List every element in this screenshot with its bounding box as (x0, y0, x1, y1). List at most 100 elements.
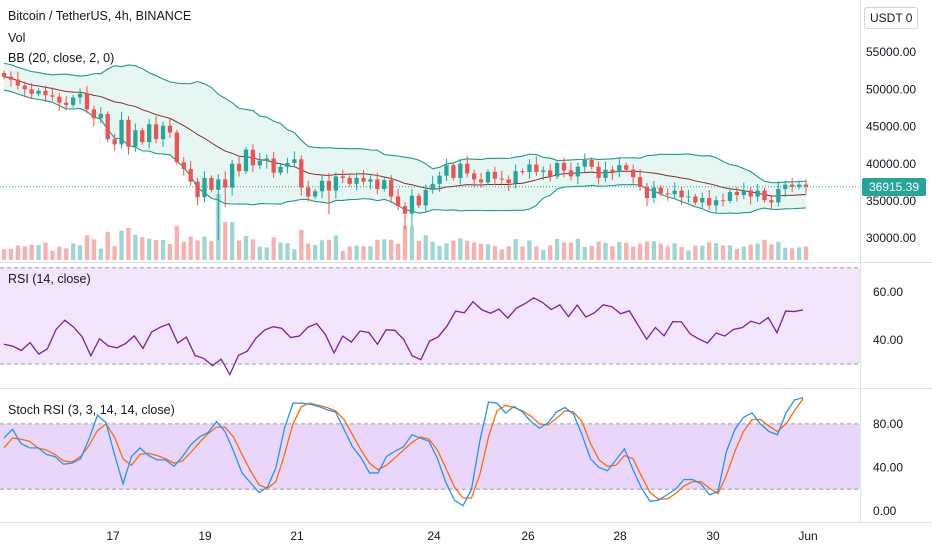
candle-body (22, 85, 27, 90)
candle-body (485, 171, 491, 183)
candle-body (319, 180, 325, 192)
candle-body (29, 89, 34, 94)
volume-bar (98, 248, 103, 260)
volume-bar (720, 245, 726, 260)
volume-bar (250, 239, 256, 260)
candle-body (236, 163, 242, 172)
stoch-rsi-pane[interactable] (0, 397, 860, 507)
volume-bar (299, 229, 304, 260)
volume-legend[interactable]: Vol (8, 31, 26, 45)
candle-body (769, 200, 774, 203)
candle-body (153, 124, 159, 140)
candle-body (679, 190, 684, 198)
candle-body (693, 196, 698, 203)
candle-body (734, 192, 740, 196)
volume-bar (8, 248, 14, 260)
volume-bar (548, 245, 553, 260)
candle-body (202, 177, 207, 198)
candle-body (140, 130, 145, 143)
volume-bar (582, 247, 587, 260)
candle-body (624, 165, 629, 170)
volume-bar (790, 248, 795, 260)
stoch-rsi-legend[interactable]: Stoch RSI (3, 3, 14, 14, close) (8, 403, 175, 417)
volume-bar (174, 225, 179, 260)
volume-bar (796, 247, 802, 260)
volume-bar (243, 235, 249, 260)
candle-body (375, 179, 380, 190)
stoch-tick-label: 40.00 (873, 460, 903, 474)
candle-body (548, 170, 553, 177)
stoch-tick-label: 0.00 (873, 504, 897, 518)
price-tick-label: 30000.00 (866, 231, 916, 245)
candle-body (409, 195, 415, 214)
stoch-band-fill (0, 423, 860, 490)
candle-body (285, 163, 290, 167)
candle-body (36, 90, 41, 94)
candlesticks (0, 70, 860, 240)
candle-body (312, 191, 318, 197)
candle-body (762, 190, 767, 201)
candle-body (582, 160, 587, 167)
volume-bar (748, 244, 753, 260)
candle-body (126, 119, 131, 147)
volume-bar (1, 249, 7, 260)
volume-bar (603, 242, 608, 260)
volume-bar (658, 243, 663, 260)
price-tick-label: 35000.00 (866, 194, 916, 208)
currency-suffix: 0 (905, 11, 913, 25)
bollinger-legend[interactable]: BB (20, close, 2, 0) (8, 51, 115, 65)
candle-body (720, 200, 726, 202)
volume-bar (596, 241, 601, 260)
currency-button[interactable]: USDT 0 (864, 7, 919, 29)
candle-body (174, 132, 179, 163)
volume-bar (561, 242, 567, 260)
volume-bar (147, 238, 152, 260)
volume-bar (57, 246, 62, 260)
candle-body (382, 180, 387, 190)
volume-bar (554, 239, 560, 260)
candle-body (1, 72, 7, 77)
volume-bar (22, 246, 27, 260)
candle-body (299, 159, 304, 188)
candle-body (223, 179, 228, 188)
candle-body (84, 93, 90, 110)
volume-bar (506, 246, 511, 260)
candle-body (520, 171, 525, 173)
candle-body (610, 169, 615, 172)
volume-bar (617, 242, 622, 260)
volume-bar (84, 235, 90, 260)
volume-bar (29, 244, 34, 260)
volume-bar (437, 245, 442, 260)
last-price-label: 36915.39 (862, 178, 926, 196)
volume-bar (644, 241, 650, 260)
volume-bar (36, 244, 41, 260)
candle-body (527, 164, 532, 172)
volume-bar (368, 246, 373, 260)
volume-bar (112, 246, 117, 260)
volume-bar (389, 239, 394, 260)
symbol-title[interactable]: Bitcoin / TetherUS, 4h, BINANCE (8, 9, 192, 23)
rsi-legend[interactable]: RSI (14, close) (8, 272, 91, 286)
volume-bar (375, 239, 380, 260)
volume-bar (326, 239, 332, 260)
candle-body (658, 187, 663, 194)
candle-body (216, 179, 221, 190)
volume-bar (575, 238, 580, 260)
candle-body (395, 196, 401, 207)
volume-bar (520, 246, 525, 260)
volume-bar (423, 235, 428, 260)
volume-bar (707, 242, 712, 260)
volume-bar (285, 243, 290, 260)
rsi-pane[interactable] (0, 267, 860, 376)
candle-body (727, 192, 733, 201)
candle-body (471, 173, 477, 180)
volume-bar (209, 241, 214, 260)
volume-bar (292, 249, 297, 260)
volume-bar (631, 246, 636, 260)
candle-body (250, 149, 256, 166)
candle-body (423, 189, 428, 206)
volume-bar (471, 242, 477, 260)
volume-bar (306, 243, 311, 260)
volume-bar (133, 234, 138, 260)
